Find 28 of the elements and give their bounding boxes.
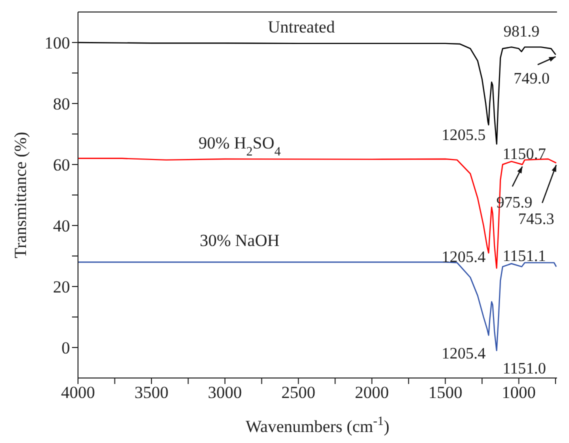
x-tick-label: 3500	[134, 383, 168, 402]
series-label: 90% H$_{2}$SO$_{4}$	[198, 133, 282, 158]
x-tick-label: 3000	[208, 383, 242, 402]
annotation: 1151.0	[502, 360, 546, 378]
annotation: 1205.5	[442, 126, 486, 144]
annotation: 749.0	[514, 70, 550, 88]
y-axis-title: Transmittance (%)	[11, 132, 30, 258]
y-tick-label: 80	[53, 94, 70, 114]
annotation: 981.9	[503, 24, 540, 41]
x-axis-title: Wavenumbers (cm$^{-1}$)	[246, 414, 390, 436]
annotation: 1150.7	[502, 146, 546, 164]
x-tick-label: 4000	[61, 383, 95, 402]
y-tick-label: 60	[53, 156, 70, 175]
x-tick-label: 1500	[428, 383, 462, 402]
annotation: 745.3	[518, 210, 554, 228]
annotation: 1205.4	[442, 248, 486, 266]
x-tick-label: 2000	[354, 383, 389, 402]
annotation: 1151.1	[502, 248, 546, 266]
y-tick-label: 40	[53, 216, 70, 236]
series-label: Untreated	[268, 18, 336, 36]
x-tick-label: 1000	[502, 383, 536, 402]
x-tick-label: 2500	[281, 383, 316, 402]
y-tick-label: 100	[44, 34, 70, 53]
series-label: 30% NaOH	[200, 231, 280, 250]
annotation: 1205.4	[442, 345, 486, 362]
y-tick-label: 0	[62, 338, 70, 358]
line-series	[78, 158, 557, 269]
y-tick-label: 20	[53, 278, 70, 297]
